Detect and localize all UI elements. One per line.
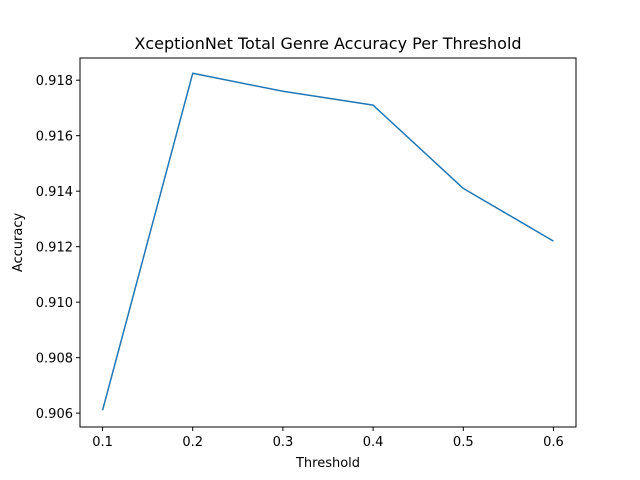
plot-frame <box>79 57 577 428</box>
series-line-0 <box>101 72 554 411</box>
x-axis-label: Threshold <box>295 456 360 471</box>
x-tick-label: 0.4 <box>363 435 384 450</box>
y-tick-label: 0.912 <box>36 241 73 256</box>
plot-area <box>101 72 554 411</box>
x-tick-label: 0.1 <box>92 435 113 450</box>
y-tick-label: 0.910 <box>36 296 73 311</box>
x-tick-label: 0.6 <box>543 435 564 450</box>
y-tick-label: 0.916 <box>36 130 73 145</box>
y-axis: 0.906 0.908 0.910 0.912 0.914 0.916 0.918 <box>36 74 80 422</box>
chart-title: XceptionNet Total Genre Accuracy Per Thr… <box>134 34 521 53</box>
y-tick-label: 0.906 <box>36 407 73 422</box>
y-tick-label: 0.918 <box>36 74 73 89</box>
x-tick-label: 0.2 <box>182 435 203 450</box>
y-axis-label: Accuracy <box>11 213 26 273</box>
y-tick-label: 0.908 <box>36 352 73 367</box>
x-tick-label: 0.5 <box>453 435 474 450</box>
x-tick-label: 0.3 <box>273 435 294 450</box>
x-axis: 0.1 0.2 0.3 0.4 0.5 0.6 <box>92 427 564 450</box>
y-tick-label: 0.914 <box>36 185 73 200</box>
